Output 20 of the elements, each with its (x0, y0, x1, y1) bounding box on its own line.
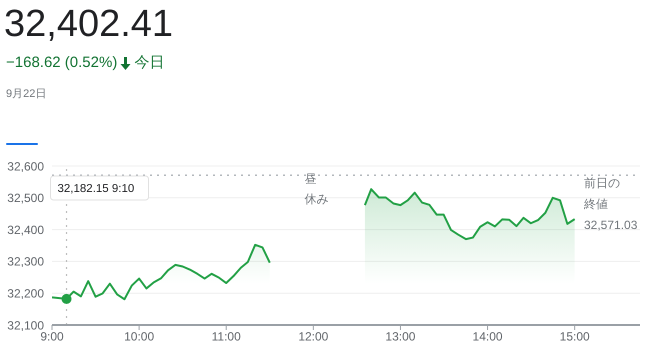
x-tick-label: 9:00 (40, 330, 64, 344)
y-tick-label: 32,300 (7, 254, 44, 269)
y-tick-label: 32,200 (7, 286, 44, 300)
x-tick-label: 13:00 (385, 330, 416, 344)
y-tick-label: 32,600 (7, 159, 44, 174)
x-tick-label: 12:00 (298, 330, 329, 344)
ref-line-label: 32,182.15 9:10 (58, 183, 134, 195)
y-tick-label: 32,100 (7, 318, 44, 332)
annotation: 昼休み (304, 172, 328, 206)
text: 9月22日 (6, 87, 46, 101)
y-tick-label: 32,500 (7, 191, 44, 206)
chart-title: 32,402.41 (4, 2, 174, 46)
x-tick-label: 15:00 (560, 330, 590, 344)
y-tick-label: 32,400 (7, 222, 44, 237)
x-tick-label: 14:00 (472, 330, 503, 344)
x-tick-label: 11:00 (212, 330, 242, 344)
x-tick-label: 10:00 (124, 330, 154, 344)
chart-subtitle: −168.62 (0.52%) (6, 53, 118, 73)
ref-line-label: 前日の終値 32,571.03 (583, 176, 638, 232)
text: 今日 (134, 53, 164, 73)
